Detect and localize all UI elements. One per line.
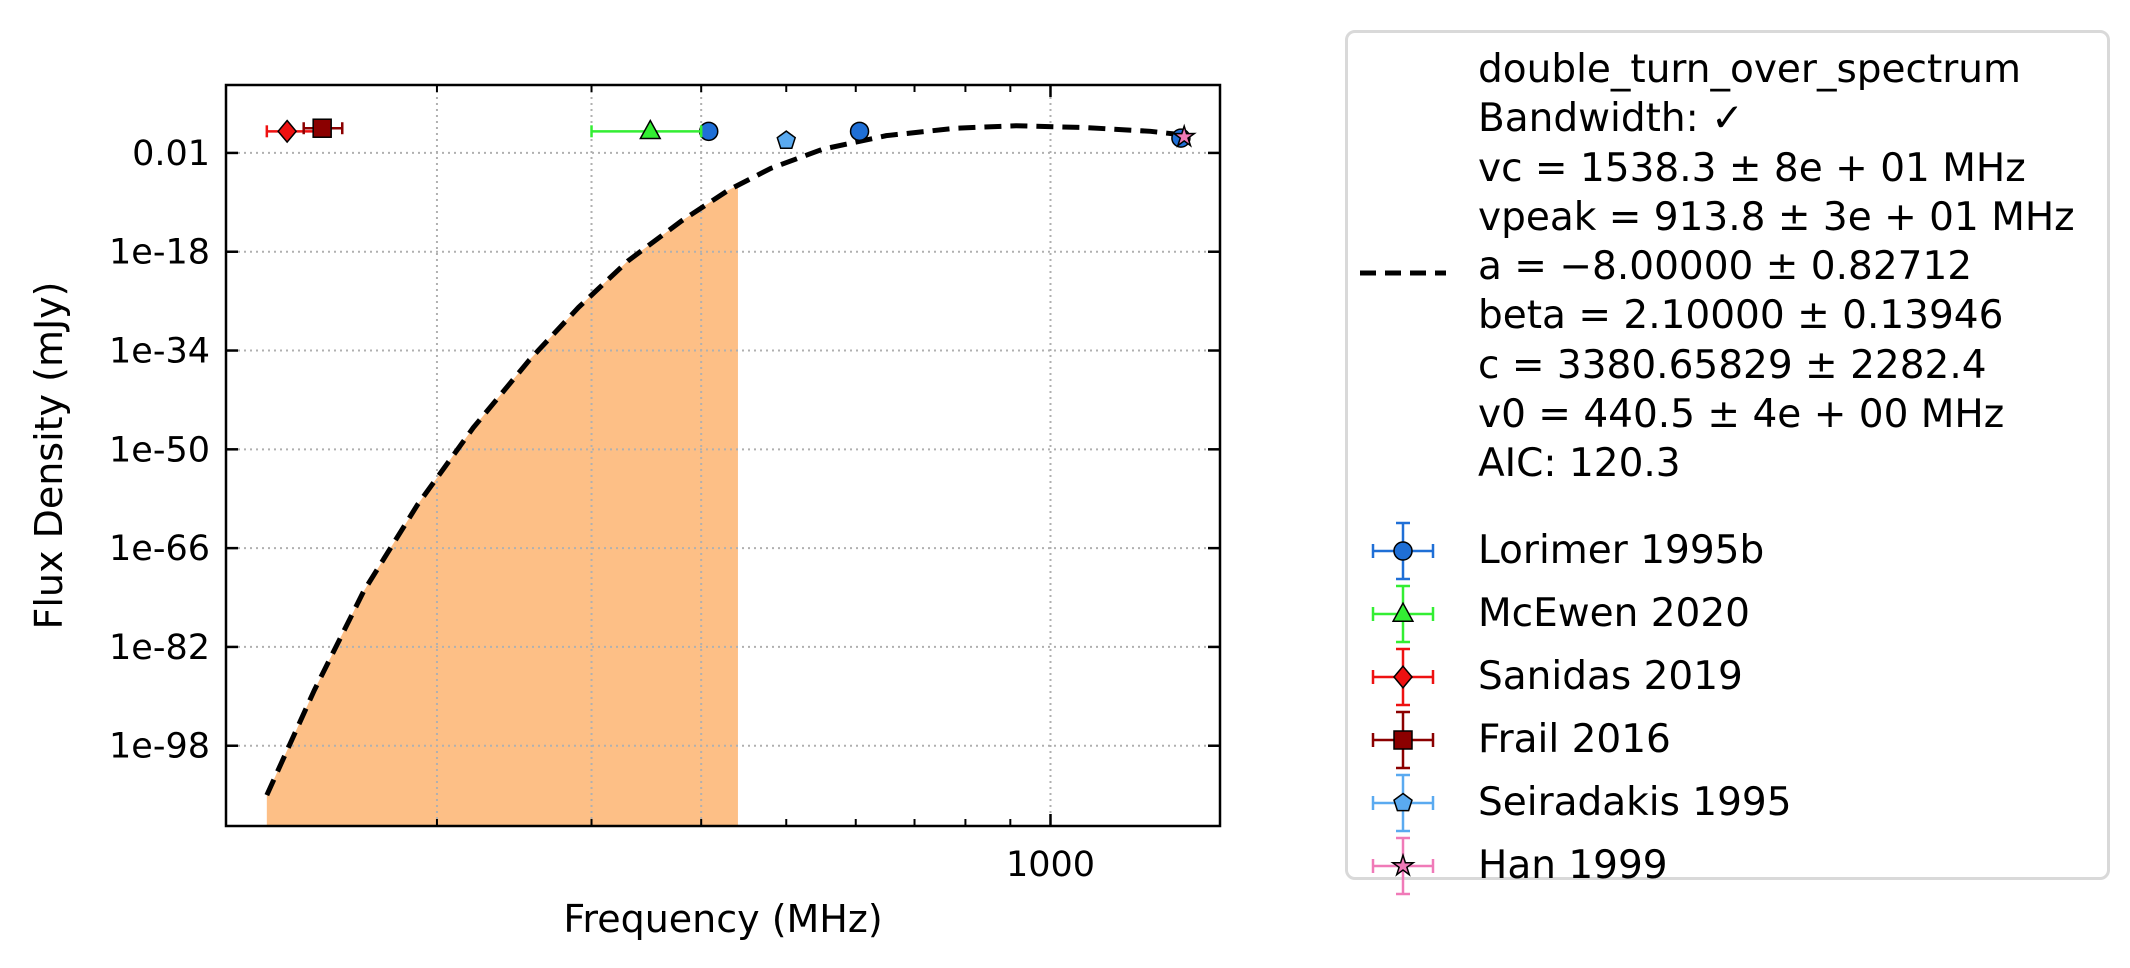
- legend-label: Han 1999: [1478, 843, 1668, 888]
- triangle-marker-icon: [1371, 584, 1435, 644]
- legend-marker: [1390, 852, 1416, 877]
- data-point: [312, 118, 332, 138]
- pentagon-marker-icon: [1371, 773, 1435, 833]
- star-marker-icon: [1371, 836, 1435, 896]
- x-tick-label: 1000: [1006, 845, 1095, 885]
- plot-area: [226, 85, 1220, 826]
- y-tick-label: 0.01: [132, 134, 210, 174]
- legend-entry: Han 1999: [1348, 836, 2107, 896]
- data-point: [849, 121, 870, 142]
- data-point: [1171, 123, 1197, 148]
- legend-marker: [1393, 730, 1413, 750]
- legend-label: McEwen 2020: [1478, 591, 1750, 636]
- axes-frame: [224, 83, 1222, 828]
- circle-marker-icon: [1371, 521, 1435, 581]
- data-point: [639, 118, 662, 140]
- diamond-marker-icon: [1371, 647, 1435, 707]
- legend-marker: [1391, 601, 1415, 622]
- y-axis-label: Flux Density (mJy): [27, 282, 71, 630]
- legend-marker: [1393, 792, 1413, 812]
- y-tick-label: 1e-50: [109, 430, 210, 470]
- legend-entry: Seiradakis 1995: [1348, 773, 2107, 833]
- legend-label: Seiradakis 1995: [1478, 780, 1792, 825]
- legend-fit-line-icon: [1360, 270, 1446, 276]
- fit-uncertainty-band: [266, 185, 738, 826]
- y-tick-label: 1e-34: [109, 332, 210, 372]
- legend-marker: [1393, 665, 1413, 689]
- legend-entry: Frail 2016: [1348, 710, 2107, 770]
- x-axis-label: Frequency (MHz): [563, 897, 882, 941]
- series-lorimer-1995b: [698, 121, 1191, 148]
- legend-entry: Sanidas 2019: [1348, 647, 2107, 707]
- data-point: [776, 130, 797, 149]
- square-marker-icon: [1371, 710, 1435, 770]
- series-han-1999: [1171, 123, 1197, 148]
- legend-fit-label: double_turn_over_spectrum Bandwidth: ✓ v…: [1478, 47, 2075, 487]
- y-tick-label: 1e-98: [109, 727, 210, 767]
- y-tick-label: 1e-18: [109, 233, 210, 273]
- legend-label: Sanidas 2019: [1478, 654, 1743, 699]
- legend-label: Frail 2016: [1478, 717, 1671, 762]
- series-mcewen-2020: [590, 118, 703, 140]
- series-seiradakis-1995: [776, 130, 797, 149]
- legend: double_turn_over_spectrum Bandwidth: ✓ v…: [1345, 30, 2110, 896]
- legend-entry: Lorimer 1995b: [1348, 521, 2107, 581]
- y-tick-label: 1e-66: [109, 529, 210, 569]
- legend-label: Lorimer 1995b: [1478, 528, 1765, 573]
- legend-entry: McEwen 2020: [1348, 584, 2107, 644]
- legend-marker: [1393, 541, 1413, 561]
- y-tick-label: 1e-82: [109, 628, 210, 668]
- chart: 0.01 1e-18 1e-34 1e-50 1e-66 1e-82 1e-98 1000 Fr…: [27, 83, 1222, 941]
- data-point: [277, 119, 298, 144]
- series-frail-2016: [302, 118, 344, 138]
